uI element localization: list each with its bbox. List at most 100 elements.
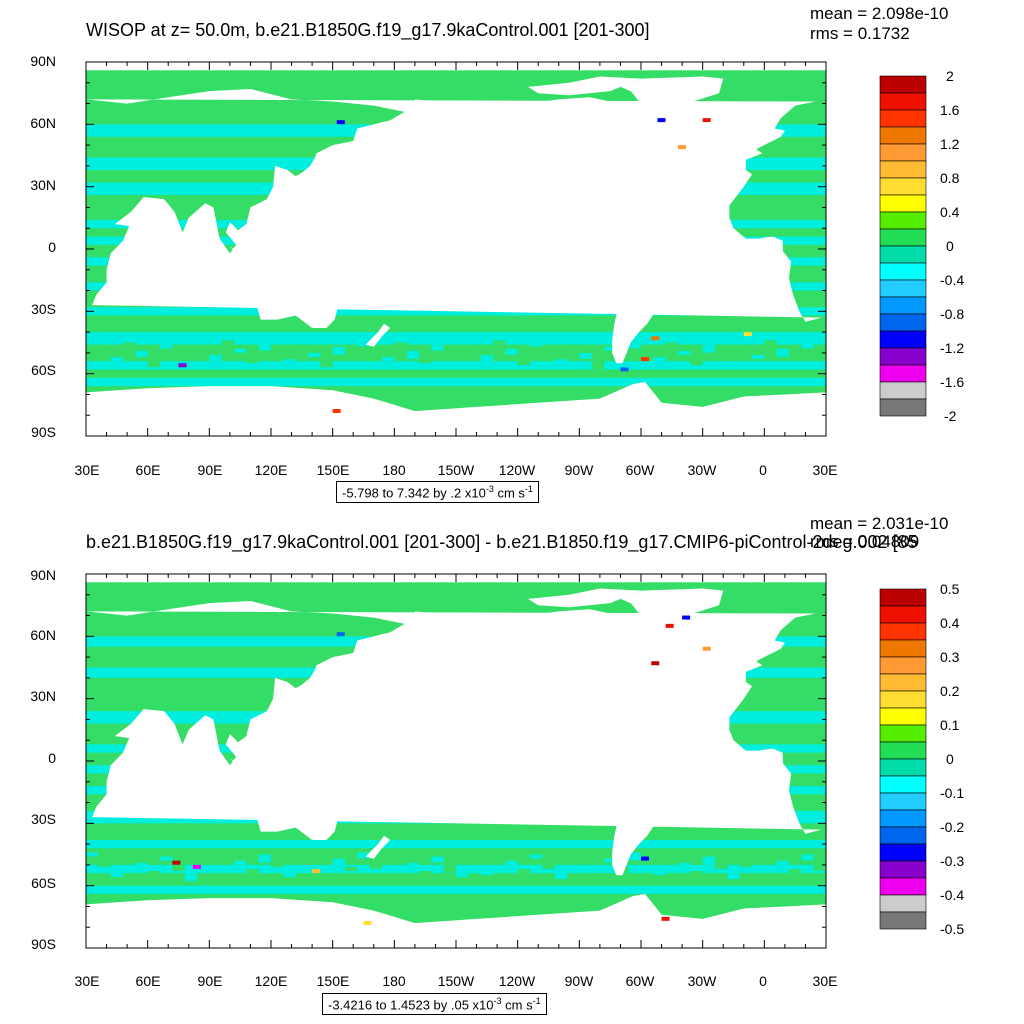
panel-1-field-patch	[641, 348, 654, 353]
panel-2-field-patch	[271, 862, 284, 867]
panel-1-land-indonesia	[219, 238, 333, 270]
panel-1-lon-label: 120W	[498, 462, 536, 478]
panel-1-field-patch	[567, 344, 580, 349]
panel-1-field-patch	[517, 357, 530, 366]
panel-1-colorbar-swatch	[879, 143, 927, 162]
panel-2-land-indonesia	[219, 750, 333, 782]
panel-1-field-patch	[271, 350, 284, 355]
panel-1-colorbar-label: 1.2	[940, 136, 960, 152]
panel-1-range-text: -5.798 to 7.342 by .2 x10	[342, 485, 486, 501]
panel-1-field-patch	[283, 359, 296, 366]
panel-2-field-patch	[628, 852, 641, 861]
panel-2-field-patch	[764, 852, 777, 859]
panel-2-field-patch	[604, 858, 617, 863]
panel-2-lon-label: 180	[382, 973, 406, 989]
panel-1-lon-label: 0	[759, 462, 767, 478]
panel-1-field-patch	[591, 361, 604, 370]
panel-1-field-patch	[258, 342, 271, 351]
panel-2-land-madagascar	[112, 785, 128, 813]
panel-2-field-patch	[641, 860, 654, 865]
panel-2-land-antarctica	[86, 894, 826, 948]
panel-1-field-patch	[554, 359, 567, 368]
panel-2-field-patch	[776, 860, 789, 869]
panel-1-field-band	[86, 332, 826, 345]
panel-1-colorbar-swatch	[879, 279, 927, 298]
panel-2-field-patch	[554, 871, 567, 880]
panel-1-field-patch	[369, 348, 382, 357]
panel-2-field-patch	[221, 852, 234, 861]
panel-1-mean: mean = 2.098e-10	[810, 4, 949, 23]
panel-1-anomaly-spot	[641, 357, 649, 362]
panel-2-lat-label: 30S	[31, 811, 56, 827]
panel-1-field-patch	[98, 348, 111, 355]
panel-2-field-patch	[567, 856, 580, 861]
panel-1-lon-label: 60W	[625, 462, 655, 478]
panel-2-lat-label: 90S	[31, 936, 56, 952]
panel-2-colorbar-swatch	[879, 690, 927, 709]
panel-2-field-patch	[431, 856, 444, 863]
panel-1-anomaly-spot	[678, 145, 686, 150]
panel-1-colorbar-swatch	[879, 313, 927, 332]
panel-1-land-japan	[291, 155, 323, 185]
panel-1-colorbar-label: -0.4	[940, 272, 965, 288]
panel-1-colorbar-swatch	[879, 330, 927, 349]
panel-2-field-patch	[752, 866, 765, 871]
panel-2-range-exp: -3	[493, 996, 502, 1006]
panel-2-field-patch	[591, 873, 604, 882]
panel-2-field-patch	[493, 852, 506, 857]
panel-2-colorbar-swatch	[879, 741, 927, 760]
panel-2-colorbar-swatch	[879, 911, 927, 930]
panel-1-colorbar-swatch	[879, 177, 927, 196]
panel-2-field-patch	[678, 862, 691, 867]
panel-1-field-patch	[147, 359, 160, 368]
panel-1-rms: rms = 0.1732	[810, 24, 910, 43]
panel-2-field-patch	[98, 860, 111, 867]
panel-1-field-patch	[801, 342, 814, 349]
panel-2-anomaly-spot	[172, 860, 181, 865]
panel-1-anomaly-spot	[651, 336, 660, 341]
panel-1-colorbar-label: -2	[944, 408, 957, 424]
panel-2-field-patch	[456, 873, 469, 878]
panel-1-colorbar-swatch	[879, 126, 927, 145]
panel-1-anomaly-spot	[657, 118, 666, 123]
panel-1-field-patch	[505, 348, 518, 355]
panel-1-field-patch	[419, 359, 432, 364]
panel-1-contour-range: -5.798 to 7.342 by .2 x10-3 cm s-1	[336, 481, 539, 504]
panel-1-field-patch	[604, 346, 617, 351]
panel-1-field-patch	[530, 342, 543, 347]
panel-2-lat-label: 60S	[31, 875, 56, 891]
panel-2-range-units-exp: -1	[532, 996, 541, 1006]
panel-1-colorbar-label: -1.6	[940, 374, 965, 390]
panel-2-anomaly-spot	[702, 646, 711, 651]
panel-1-colorbar-swatch	[879, 245, 927, 264]
panel-2-range-text: -3.4216 to 1.4523 by .05 x10	[328, 997, 494, 1013]
panel-2-field-patch	[332, 858, 345, 867]
panel-1-field-patch	[542, 350, 555, 357]
panel-1-land-antarctica	[86, 382, 826, 436]
panel-2-land-arctic-islands	[527, 588, 641, 608]
panel-2-anomaly-spot	[665, 623, 674, 628]
panel-2-field-patch	[739, 858, 752, 867]
panel-2-colorbar-swatch	[879, 843, 927, 862]
panel-2-field-patch	[197, 858, 210, 863]
panel-1-colorbar-label: -1.2	[940, 340, 965, 356]
panel-2-field-patch	[160, 856, 173, 861]
panel-2-lon-label: 120E	[254, 973, 288, 989]
panel-2-field-patch	[357, 852, 370, 859]
panel-2-field-patch	[653, 869, 666, 876]
panel-2-field-patch	[382, 869, 395, 874]
panel-2-colorbar-label: -0.5	[940, 921, 965, 937]
panel-1-field-patch	[345, 354, 358, 359]
panel-2-field-patch	[715, 864, 728, 869]
panel-1-lon-label: 90E	[197, 462, 223, 478]
panel-1-field-patch	[678, 350, 691, 355]
panel-1-field-patch	[813, 350, 826, 359]
panel-2-field-patch	[727, 873, 740, 880]
panel-2-colorbar-label: -0.2	[940, 819, 965, 835]
panel-2-field-patch	[234, 860, 247, 865]
panel-1-field-patch	[493, 340, 506, 345]
panel-2-colorbar-swatch	[879, 656, 927, 675]
panel-2-colorbar-swatch	[879, 639, 927, 658]
panel-2-colorbar-swatch	[879, 707, 927, 726]
panel-2-lon-label: 60W	[625, 973, 655, 989]
